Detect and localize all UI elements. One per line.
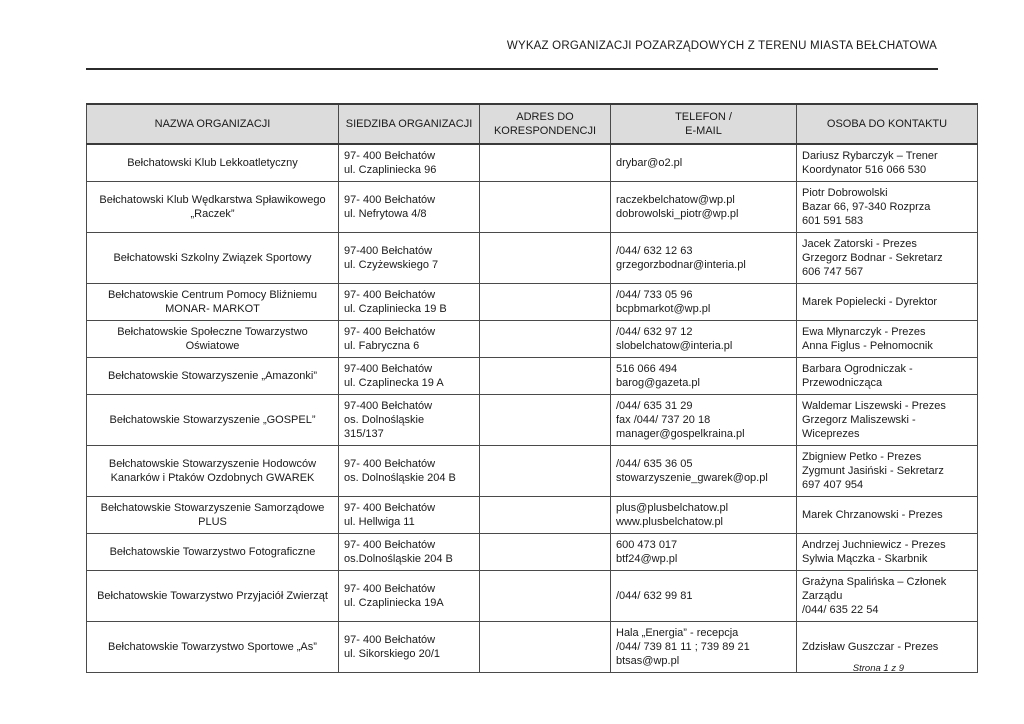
document-title: WYKAZ ORGANIZACJI POZARZĄDOWYCH Z TERENU… (506, 40, 937, 52)
cell-osoba: Dariusz Rybarczyk – Trener Koordynator 5… (796, 143, 978, 182)
table-body: Bełchatowski Klub Lekkoatletyczny 97- 400… (86, 143, 978, 673)
cell-telefon-email: /044/ 733 05 96 bcpbmarkot@wp.pl (610, 283, 797, 321)
column-header-2: ADRES DO KORESPONDENCJI (479, 103, 611, 145)
cell-adres-korespondencja (479, 232, 611, 284)
cell-nazwa: Bełchatowskie Stowarzyszenie Hodowców Ka… (86, 445, 339, 497)
cell-telefon-email: 600 473 017 btf24@wp.pl (610, 533, 797, 571)
cell-osoba: Andrzej Juchniewicz - Prezes Sylwia Mącz… (796, 533, 978, 571)
cell-adres-korespondencja (479, 621, 611, 673)
cell-nazwa: Bełchatowski Klub Wędkarstwa Spławikoweg… (86, 181, 339, 233)
cell-siedziba: 97- 400 Bełchatów os.Dolnośląskie 204 B (338, 533, 480, 571)
cell-osoba: Grażyna Spalińska – Członek Zarządu /044… (796, 570, 978, 622)
cell-nazwa: Bełchatowskie Centrum Pomocy Bliźniemu M… (86, 283, 339, 321)
cell-nazwa: Bełchatowskie Towarzystwo Sportowe „As” (86, 621, 339, 673)
cell-osoba: Waldemar Liszewski - Prezes Grzegorz Mal… (796, 394, 978, 446)
cell-siedziba: 97- 400 Bełchatów ul. Fabryczna 6 (338, 320, 480, 358)
table-row: Bełchatowskie Stowarzyszenie Hodowców Ka… (86, 445, 978, 497)
cell-telefon-email: raczekbelchatow@wp.pl dobrowolski_piotr@… (610, 181, 797, 233)
cell-osoba: Ewa Młynarczyk - Prezes Anna Figlus - Pe… (796, 320, 978, 358)
cell-adres-korespondencja (479, 283, 611, 321)
cell-telefon-email: /044/ 635 36 05 stowarzyszenie_gwarek@op… (610, 445, 797, 497)
cell-osoba: Zdzisław Guszczar - Prezes (796, 621, 978, 673)
cell-siedziba: 97-400 Bełchatów ul. Czaplinecka 19 A (338, 357, 480, 395)
cell-siedziba: 97- 400 Bełchatów os. Dolnośląskie 204 B (338, 445, 480, 497)
cell-telefon-email: /044/ 632 97 12 slobelchatow@interia.pl (610, 320, 797, 358)
page-footer: Strona 1 z 9 (852, 663, 904, 674)
table-row: Bełchatowskie Centrum Pomocy Bliźniemu M… (86, 283, 978, 321)
cell-nazwa: Bełchatowskie Towarzystwo Przyjaciół Zwi… (86, 570, 339, 622)
organizations-table: NAZWA ORGANIZACJI SIEDZIBA ORGANIZACJI ADR… (86, 103, 978, 673)
cell-siedziba: 97- 400 Bełchatów ul. Sikorskiego 20/1 (338, 621, 480, 673)
title-rule (86, 68, 938, 70)
column-header-0: NAZWA ORGANIZACJI (86, 103, 339, 145)
cell-nazwa: Bełchatowskie Stowarzyszenie „GOSPEL” (86, 394, 339, 446)
column-header-3: TELEFON / E-MAIL (610, 103, 797, 145)
column-header-4: OSOBA DO KONTAKTU (796, 103, 978, 145)
cell-siedziba: 97- 400 Bełchatów ul. Nefrytowa 4/8 (338, 181, 480, 233)
cell-nazwa: Bełchatowskie Społeczne Towarzystwo Oświ… (86, 320, 339, 358)
table-row: Bełchatowski Klub Lekkoatletyczny 97- 400… (86, 143, 978, 182)
cell-telefon-email: /044/ 632 99 81 (610, 570, 797, 622)
cell-nazwa: Bełchatowski Szkolny Związek Sportowy (86, 232, 339, 284)
cell-osoba: Jacek Zatorski - Prezes Grzegorz Bodnar … (796, 232, 978, 284)
cell-siedziba: 97-400 Bełchatów ul. Czyżewskiego 7 (338, 232, 480, 284)
cell-telefon-email: plus@plusbelchatow.pl www.plusbelchatow.… (610, 496, 797, 534)
table-row: Bełchatowskie Stowarzyszenie „GOSPEL” 97-… (86, 394, 978, 446)
cell-adres-korespondencja (479, 357, 611, 395)
cell-telefon-email: /044/ 635 31 29 fax /044/ 737 20 18 mana… (610, 394, 797, 446)
cell-adres-korespondencja (479, 496, 611, 534)
cell-nazwa: Bełchatowski Klub Lekkoatletyczny (86, 143, 339, 182)
cell-adres-korespondencja (479, 143, 611, 182)
cell-osoba: Piotr Dobrowolski Bazar 66, 97-340 Rozpr… (796, 181, 978, 233)
table-header-row: NAZWA ORGANIZACJI SIEDZIBA ORGANIZACJI ADR… (86, 103, 978, 145)
cell-adres-korespondencja (479, 320, 611, 358)
column-header-1: SIEDZIBA ORGANIZACJI (338, 103, 480, 145)
table-row: Bełchatowskie Towarzystwo Przyjaciół Zwi… (86, 570, 978, 622)
table-row: Bełchatowskie Stowarzyszenie Samorządowe… (86, 496, 978, 534)
cell-telefon-email: /044/ 632 12 63 grzegorzbodnar@interia.p… (610, 232, 797, 284)
cell-osoba: Marek Popielecki - Dyrektor (796, 283, 978, 321)
cell-nazwa: Bełchatowskie Towarzystwo Fotograficzne (86, 533, 339, 571)
cell-nazwa: Bełchatowskie Stowarzyszenie „Amazonki” (86, 357, 339, 395)
cell-telefon-email: 516 066 494 barog@gazeta.pl (610, 357, 797, 395)
table-row: Bełchatowski Klub Wędkarstwa Spławikoweg… (86, 181, 978, 233)
table-row: Bełchatowski Szkolny Związek Sportowy 97-… (86, 232, 978, 284)
cell-telefon-email: Hala „Energia” - recepcja /044/ 739 81 1… (610, 621, 797, 673)
table-row: Bełchatowskie Towarzystwo Sportowe „As” 9… (86, 621, 978, 673)
cell-siedziba: 97- 400 Bełchatów ul. Hellwiga 11 (338, 496, 480, 534)
cell-siedziba: 97- 400 Bełchatów ul. Czapliniecka 19A (338, 570, 480, 622)
cell-adres-korespondencja (479, 394, 611, 446)
cell-adres-korespondencja (479, 181, 611, 233)
cell-siedziba: 97-400 Bełchatów os. Dolnośląskie 315/13… (338, 394, 480, 446)
cell-telefon-email: drybar@o2.pl (610, 143, 797, 182)
cell-siedziba: 97- 400 Bełchatów ul. Czapliniecka 19 B (338, 283, 480, 321)
cell-adres-korespondencja (479, 570, 611, 622)
cell-adres-korespondencja (479, 445, 611, 497)
table-row: Bełchatowskie Społeczne Towarzystwo Oświ… (86, 320, 978, 358)
cell-adres-korespondencja (479, 533, 611, 571)
table-row: Bełchatowskie Stowarzyszenie „Amazonki” 9… (86, 357, 978, 395)
cell-osoba: Zbigniew Petko - Prezes Zygmunt Jasiński… (796, 445, 978, 497)
cell-nazwa: Bełchatowskie Stowarzyszenie Samorządowe… (86, 496, 339, 534)
cell-siedziba: 97- 400 Bełchatów ul. Czapliniecka 96 (338, 143, 480, 182)
cell-osoba: Barbara Ogrodniczak - Przewodnicząca (796, 357, 978, 395)
table-row: Bełchatowskie Towarzystwo Fotograficzne 9… (86, 533, 978, 571)
cell-osoba: Marek Chrzanowski - Prezes (796, 496, 978, 534)
